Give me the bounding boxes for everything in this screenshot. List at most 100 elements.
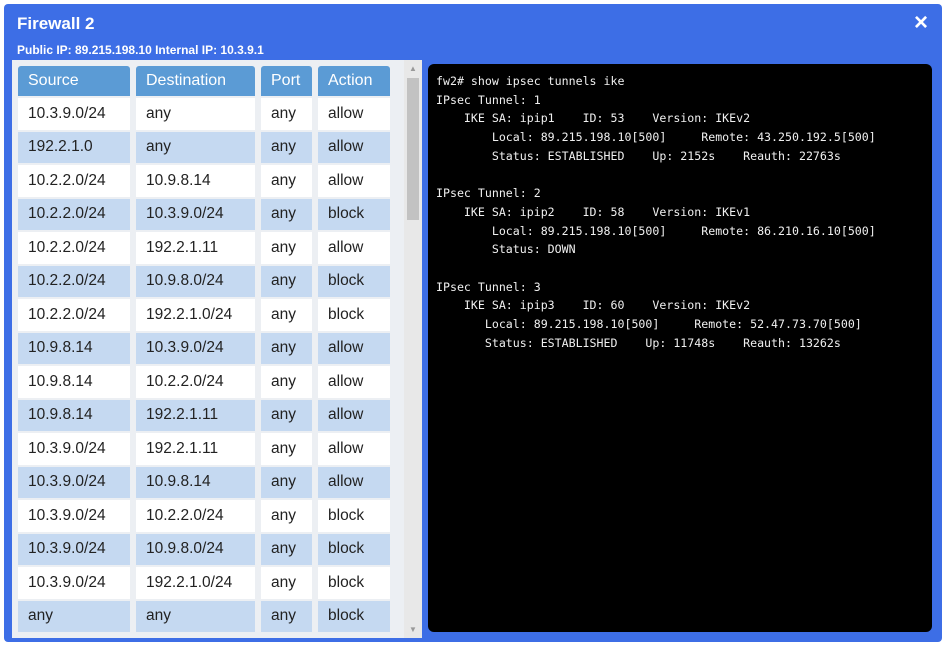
- cell-destination: 10.3.9.0/24: [136, 332, 255, 364]
- cell-source: 10.3.9.0/24: [18, 567, 130, 599]
- table-row: 10.2.2.0/24 10.9.8.14 any allow: [18, 165, 390, 197]
- cell-port: any: [261, 366, 312, 398]
- table-row: 10.3.9.0/24 10.2.2.0/24 any block: [18, 500, 390, 532]
- cell-destination: 10.9.8.14: [136, 466, 255, 498]
- cell-source: 10.2.2.0/24: [18, 265, 130, 297]
- cell-source: 10.3.9.0/24: [18, 98, 130, 130]
- table-row: 10.9.8.14 192.2.1.11 any allow: [18, 399, 390, 431]
- cell-action: block: [318, 500, 390, 532]
- terminal-line: Local: 89.215.198.10[500] Remote: 86.210…: [436, 223, 876, 238]
- table-row: 10.9.8.14 10.2.2.0/24 any allow: [18, 366, 390, 398]
- table-row: 10.2.2.0/24 10.3.9.0/24 any block: [18, 198, 390, 230]
- terminal-line: Local: 89.215.198.10[500] Remote: 43.250…: [436, 130, 876, 145]
- cell-port: any: [261, 131, 312, 163]
- table-row: 10.2.2.0/24 192.2.1.11 any allow: [18, 232, 390, 264]
- terminal[interactable]: fw2# show ipsec tunnels ike IPsec Tunnel:…: [428, 64, 932, 632]
- cell-destination: 192.2.1.0/24: [136, 567, 255, 599]
- table-row: 10.2.2.0/24 10.9.8.0/24 any block: [18, 265, 390, 297]
- cell-destination: 192.2.1.11: [136, 232, 255, 264]
- table-row: 10.3.9.0/24 any any allow: [18, 98, 390, 130]
- cell-action: allow: [318, 165, 390, 197]
- cell-port: any: [261, 98, 312, 130]
- cell-action: block: [318, 567, 390, 599]
- cell-destination: 192.2.1.11: [136, 433, 255, 465]
- cell-destination: 10.9.8.14: [136, 165, 255, 197]
- cell-action: allow: [318, 98, 390, 130]
- cell-port: any: [261, 567, 312, 599]
- cell-port: any: [261, 332, 312, 364]
- cell-action: allow: [318, 232, 390, 264]
- cell-destination: 192.2.1.0/24: [136, 299, 255, 331]
- header-action: Action: [318, 66, 390, 96]
- terminal-line: [436, 259, 924, 278]
- terminal-line: IKE SA: ipip2 ID: 58 Version: IKEv1: [436, 204, 751, 219]
- header-destination: Destination: [136, 66, 255, 96]
- terminal-line: IKE SA: ipip1 ID: 53 Version: IKEv2: [436, 111, 751, 126]
- cell-port: any: [261, 165, 312, 197]
- cell-action: allow: [318, 399, 390, 431]
- terminal-line: fw2# show ipsec tunnels ike: [436, 74, 625, 88]
- cell-port: any: [261, 299, 312, 331]
- table-row: any any any block: [18, 600, 390, 632]
- cell-source: 10.3.9.0/24: [18, 466, 130, 498]
- cell-port: any: [261, 433, 312, 465]
- scroll-up-icon[interactable]: ▲: [409, 64, 417, 73]
- cell-source: 10.9.8.14: [18, 366, 130, 398]
- terminal-line: IPsec Tunnel: 2: [436, 186, 541, 201]
- cell-action: allow: [318, 366, 390, 398]
- terminal-line: IPsec Tunnel: 3: [436, 279, 541, 294]
- cell-action: block: [318, 533, 390, 565]
- cell-port: any: [261, 466, 312, 498]
- table-row: 10.3.9.0/24 192.2.1.11 any allow: [18, 433, 390, 465]
- scrollbar[interactable]: ▲ ▼: [404, 60, 422, 638]
- cell-port: any: [261, 265, 312, 297]
- terminal-line: IPsec Tunnel: 1: [436, 92, 541, 107]
- cell-source: any: [18, 600, 130, 632]
- terminal-line: Status: ESTABLISHED Up: 11748s Reauth: 1…: [436, 335, 841, 350]
- cell-destination: 10.9.8.0/24: [136, 265, 255, 297]
- rules-table: Source Destination Port Action 10.3.9.0/…: [12, 64, 396, 634]
- cell-port: any: [261, 533, 312, 565]
- header-port: Port: [261, 66, 312, 96]
- cell-action: allow: [318, 332, 390, 364]
- cell-destination: 10.9.8.0/24: [136, 533, 255, 565]
- cell-source: 10.3.9.0/24: [18, 500, 130, 532]
- cell-action: block: [318, 299, 390, 331]
- cell-source: 10.9.8.14: [18, 332, 130, 364]
- cell-source: 10.2.2.0/24: [18, 198, 130, 230]
- terminal-line: Status: DOWN: [436, 242, 576, 257]
- terminal-line: [436, 166, 924, 185]
- cell-port: any: [261, 399, 312, 431]
- cell-action: block: [318, 600, 390, 632]
- cell-source: 10.3.9.0/24: [18, 433, 130, 465]
- table-row: 10.2.2.0/24 192.2.1.0/24 any block: [18, 299, 390, 331]
- table-header-row: Source Destination Port Action: [18, 66, 390, 96]
- cell-action: allow: [318, 433, 390, 465]
- cell-source: 192.2.1.0: [18, 131, 130, 163]
- cell-source: 10.2.2.0/24: [18, 232, 130, 264]
- scroll-down-icon[interactable]: ▼: [409, 625, 417, 634]
- cell-port: any: [261, 600, 312, 632]
- window-title: Firewall 2: [17, 14, 95, 33]
- cell-destination: 10.2.2.0/24: [136, 366, 255, 398]
- close-icon[interactable]: ×: [913, 9, 928, 36]
- firewall-window: Firewall 2 Public IP: 89.215.198.10 Inte…: [4, 4, 942, 642]
- cell-destination: 10.2.2.0/24: [136, 500, 255, 532]
- table-row: 10.9.8.14 10.3.9.0/24 any allow: [18, 332, 390, 364]
- cell-port: any: [261, 198, 312, 230]
- cell-action: block: [318, 265, 390, 297]
- table-row: 10.3.9.0/24 10.9.8.14 any allow: [18, 466, 390, 498]
- terminal-line: Status: ESTABLISHED Up: 2152s Reauth: 22…: [436, 148, 841, 163]
- terminal-output: fw2# show ipsec tunnels ike IPsec Tunnel:…: [428, 64, 932, 361]
- cell-port: any: [261, 500, 312, 532]
- cell-destination: any: [136, 600, 255, 632]
- cell-action: allow: [318, 131, 390, 163]
- cell-source: 10.9.8.14: [18, 399, 130, 431]
- cell-action: allow: [318, 466, 390, 498]
- cell-destination: 192.2.1.11: [136, 399, 255, 431]
- cell-destination: any: [136, 131, 255, 163]
- scrollbar-thumb[interactable]: [407, 78, 419, 220]
- terminal-line: IKE SA: ipip3 ID: 60 Version: IKEv2: [436, 298, 751, 313]
- header-source: Source: [18, 66, 130, 96]
- cell-source: 10.2.2.0/24: [18, 299, 130, 331]
